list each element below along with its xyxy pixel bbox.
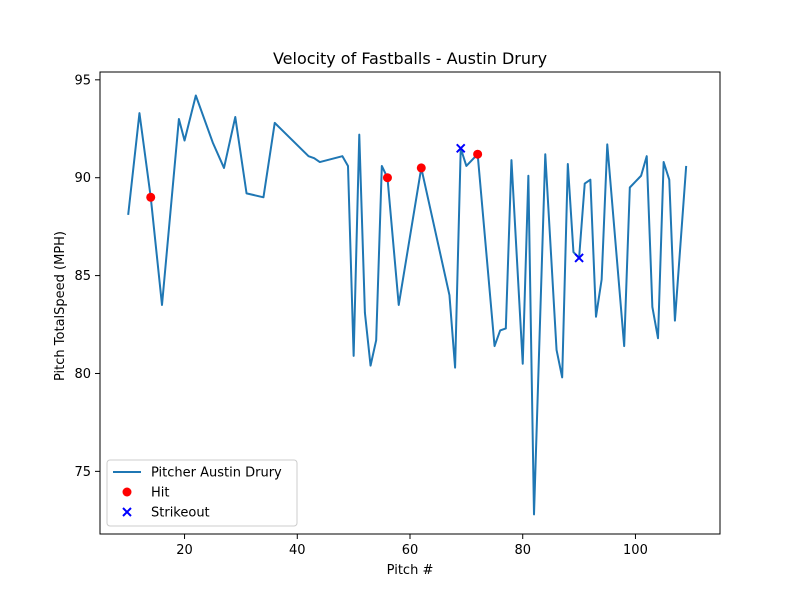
x-tick-label: 60 <box>402 543 419 558</box>
hit-point <box>473 149 483 159</box>
strikeout-point <box>574 253 584 263</box>
legend-label: Hit <box>151 486 169 501</box>
legend: Pitcher Austin Drury Hit Strikeout <box>106 459 298 527</box>
legend-hit-swatch <box>122 487 132 497</box>
legend-strikeout-swatch <box>122 507 132 517</box>
plot-area: 20 40 60 80 100 75 80 85 90 95 <box>74 71 721 558</box>
y-axis-label: Pitch TotalSpeed (MPH) <box>53 231 68 381</box>
strikeout-point <box>456 143 466 154</box>
legend-box <box>106 459 298 527</box>
hit-point <box>382 173 392 183</box>
y-tick-label: 85 <box>74 269 91 284</box>
chart-title: Velocity of Fastballs - Austin Drury <box>273 49 547 68</box>
x-tick-label: 80 <box>514 543 531 558</box>
y-tick-label: 80 <box>74 367 91 382</box>
legend-label: Strikeout <box>151 506 210 521</box>
x-tick-label: 20 <box>176 543 193 558</box>
series-line-0 <box>127 94 688 516</box>
hit-point <box>416 163 426 173</box>
hit-point <box>146 192 156 202</box>
legend-label: Pitcher Austin Drury <box>151 466 282 481</box>
x-tick-label: 40 <box>289 543 306 558</box>
x-axis-label: Pitch # <box>387 563 434 578</box>
y-tick-label: 95 <box>74 73 91 88</box>
y-tick-label: 90 <box>74 171 91 186</box>
x-tick-label: 100 <box>623 543 648 558</box>
y-tick-label: 75 <box>74 465 91 480</box>
